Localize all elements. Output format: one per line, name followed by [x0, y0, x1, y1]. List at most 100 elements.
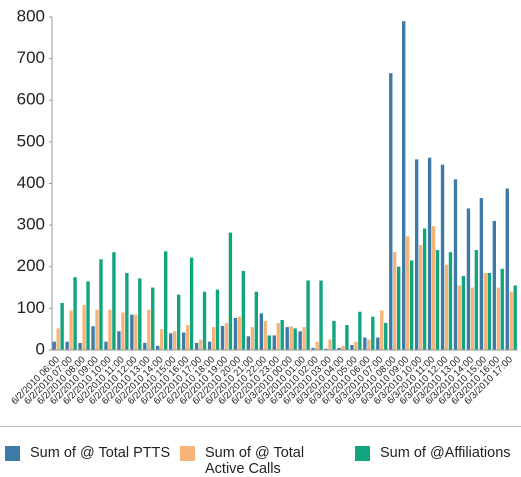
bar: [202, 291, 207, 350]
bar: [207, 341, 212, 350]
bar: [289, 326, 293, 350]
bar: [276, 322, 280, 350]
bar: [160, 329, 164, 350]
bar: [298, 331, 302, 350]
bar: [358, 311, 362, 350]
bar: [402, 21, 406, 350]
y-tick-label: 100: [17, 298, 45, 317]
bar: [263, 320, 267, 350]
bar: [95, 309, 99, 350]
legend-label: Sum of @Affiliations: [380, 445, 511, 461]
bar: [254, 291, 258, 350]
bar: [319, 280, 323, 350]
bar: [69, 310, 73, 350]
bar: [350, 345, 354, 350]
bar: [332, 320, 336, 350]
bar: [130, 314, 134, 350]
bar: [220, 325, 225, 350]
bar: [198, 339, 203, 350]
bar: [169, 333, 173, 350]
bar: [509, 291, 513, 350]
bar: [341, 345, 345, 350]
legend-swatch: [180, 446, 195, 461]
bar: [189, 257, 194, 350]
bar: [52, 341, 56, 350]
bar: [293, 328, 297, 350]
bar: [409, 260, 414, 350]
legend-label: Sum of @ Total Active Calls: [205, 445, 305, 477]
bar: [60, 302, 64, 350]
bar: [285, 327, 289, 350]
bar: [500, 268, 504, 350]
bar: [104, 341, 108, 350]
bar: [164, 251, 168, 350]
y-tick-label: 400: [17, 173, 45, 192]
bar: [108, 309, 112, 350]
bar: [73, 277, 77, 350]
legend-swatch: [5, 446, 20, 461]
bar: [479, 198, 484, 350]
legend-item: Sum of @ Total Active Calls: [180, 445, 330, 477]
bar: [181, 332, 186, 350]
bar: [371, 316, 375, 350]
bar: [354, 341, 358, 350]
bar: [367, 339, 371, 350]
y-tick-label: 600: [17, 90, 45, 109]
bar: [65, 341, 69, 350]
bar: [259, 313, 263, 350]
bar: [117, 331, 121, 350]
bar: [337, 347, 341, 350]
bar: [427, 157, 432, 350]
bar: [121, 312, 125, 350]
bar: [246, 336, 251, 350]
y-tick-label: 0: [36, 339, 45, 358]
bar: [112, 252, 116, 350]
bar: [470, 287, 475, 350]
bar: [185, 325, 190, 350]
bar: [302, 327, 306, 350]
bar: [211, 327, 216, 350]
bar: [453, 179, 458, 350]
bar: [505, 188, 509, 350]
bar: [306, 280, 310, 350]
bar: [138, 278, 142, 350]
bar: [492, 220, 496, 350]
bar: [224, 322, 229, 350]
bar: [461, 275, 466, 350]
y-tick-label: 500: [17, 131, 45, 150]
bar: [496, 287, 500, 350]
bar: [91, 326, 95, 350]
bar: [397, 266, 401, 350]
bar: [448, 252, 453, 350]
bar: [176, 294, 181, 350]
bar: [272, 335, 276, 350]
bar: [99, 259, 103, 350]
bar: [466, 208, 471, 350]
bar: [151, 287, 155, 350]
y-tick-label: 800: [17, 6, 45, 25]
legend-item: Sum of @Affiliations: [355, 445, 521, 461]
bar: [56, 328, 60, 350]
bar: [422, 228, 427, 350]
bar: [457, 285, 462, 350]
bar: [86, 281, 90, 350]
bar: [78, 342, 82, 350]
bar: [250, 327, 255, 350]
bar: [228, 232, 233, 350]
bar: [513, 285, 517, 350]
bar: [267, 335, 271, 350]
bar: [311, 347, 315, 350]
bar: [324, 348, 328, 350]
bar: [389, 73, 393, 350]
legend-swatch: [355, 446, 370, 461]
bar: [405, 236, 410, 350]
bar: [380, 310, 384, 350]
bar: [233, 317, 238, 350]
bar: [393, 252, 397, 350]
bar: [143, 342, 147, 350]
bar: [431, 225, 436, 350]
bar: [237, 316, 242, 350]
bar: [487, 272, 491, 350]
y-tick-label: 300: [17, 215, 45, 234]
